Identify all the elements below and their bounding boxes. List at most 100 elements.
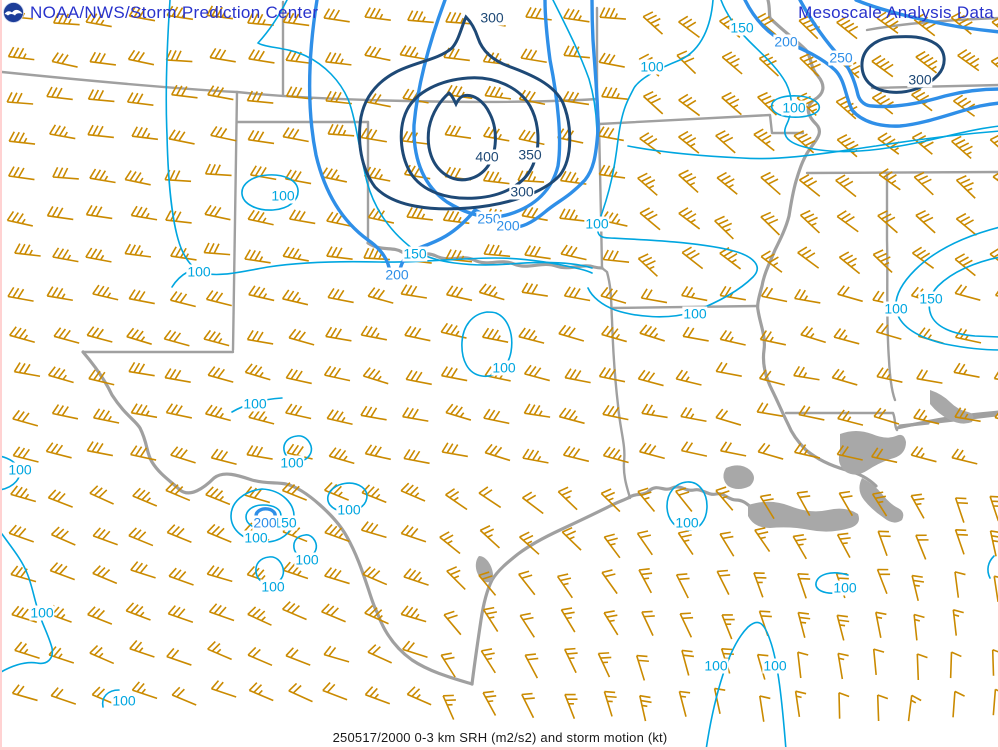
wind-barb	[281, 482, 307, 501]
wind-barb	[326, 409, 353, 426]
wind-barb	[445, 11, 472, 25]
wind-barb	[400, 524, 427, 543]
wind-barb	[563, 8, 590, 23]
wind-barb	[124, 170, 151, 186]
wind-barb	[325, 90, 352, 105]
wind-barb	[521, 282, 548, 297]
wind-barb	[716, 171, 738, 195]
wind-barb	[518, 327, 545, 344]
wind-barb	[715, 361, 742, 377]
wind-barb	[46, 86, 73, 101]
wind-barb	[835, 174, 857, 198]
wind-barb	[285, 86, 313, 100]
wind-barb	[12, 446, 39, 463]
wind-barb	[206, 523, 232, 543]
wind-barb	[323, 645, 350, 663]
wind-barb	[51, 52, 78, 68]
wind-barb	[759, 493, 775, 520]
wind-barb	[51, 404, 79, 420]
wind-barb	[403, 568, 429, 586]
wind-barb	[14, 641, 40, 659]
wind-barb	[603, 690, 617, 717]
wind-barb	[282, 246, 309, 262]
wind-barb	[564, 368, 591, 384]
wind-barb	[11, 684, 38, 702]
wind-barb	[445, 403, 472, 421]
wind-barb	[288, 682, 313, 703]
wind-barb	[50, 687, 77, 705]
wind-barb	[92, 408, 120, 424]
wind-barb	[130, 403, 158, 419]
wind-barb	[719, 441, 747, 457]
wind-barb	[247, 646, 273, 667]
wind-barb	[640, 288, 668, 304]
wind-barb	[14, 243, 41, 257]
wind-barb	[721, 91, 742, 116]
wind-barb	[758, 369, 785, 386]
wind-barb	[797, 651, 809, 679]
wind-barb	[480, 648, 496, 674]
wind-barb	[49, 562, 75, 581]
wind-barb	[403, 448, 430, 465]
wind-barb	[836, 614, 850, 641]
wind-barb	[523, 364, 550, 382]
wind-barb	[92, 284, 119, 301]
wind-barb	[713, 687, 726, 714]
wind-barb	[482, 606, 499, 632]
storm-motion-barbs	[6, 5, 1000, 722]
wind-barb	[127, 49, 155, 66]
wind-barb	[953, 362, 980, 379]
wind-barb	[559, 170, 587, 185]
wind-barb	[49, 124, 76, 140]
wind-barb	[246, 90, 274, 104]
wind-barb	[210, 680, 237, 698]
wind-barb	[168, 129, 195, 145]
wind-barb	[759, 330, 787, 346]
wind-barb	[11, 605, 37, 623]
wind-barb	[285, 403, 312, 420]
wind-barb	[831, 368, 858, 386]
wind-barb	[760, 171, 781, 196]
mesoscale-analysis-data-link[interactable]: Mesoscale Analysis Data	[798, 3, 994, 22]
wind-barb	[954, 497, 968, 523]
wind-barb	[87, 124, 114, 139]
srh-contours-300-400	[358, 14, 946, 211]
wind-barb	[678, 690, 691, 717]
wind-barb	[911, 574, 925, 602]
wind-barb	[164, 169, 192, 183]
wind-barb	[328, 447, 355, 465]
wind-barb	[285, 647, 311, 666]
wind-barb	[678, 207, 701, 230]
wind-barb	[715, 408, 742, 426]
wind-barb	[641, 403, 668, 419]
wind-barb	[873, 407, 900, 425]
wind-barb	[483, 408, 510, 425]
wind-barb	[836, 16, 859, 40]
wind-barb	[321, 603, 346, 623]
wind-barb	[911, 131, 934, 155]
page-title[interactable]: NOAA/NWS/Storm Prediction Center	[30, 2, 319, 22]
wind-barb	[756, 653, 769, 680]
page-edge-left	[0, 0, 2, 750]
wind-barb	[89, 51, 116, 66]
wind-barb	[400, 605, 427, 623]
wind-barb	[836, 445, 863, 461]
wind-barb	[165, 49, 193, 63]
wind-barb	[838, 490, 854, 517]
wind-barb	[871, 54, 894, 78]
wind-barb	[681, 649, 695, 676]
wind-barb	[406, 686, 432, 706]
wind-barb	[362, 566, 388, 586]
wind-barb	[719, 285, 746, 301]
wind-barb	[601, 211, 628, 227]
wind-barb	[128, 289, 155, 305]
wind-barb	[677, 529, 694, 556]
wind-barb	[837, 652, 849, 680]
state-borders	[0, 0, 1000, 500]
wind-barb	[563, 286, 591, 302]
wind-barb	[9, 326, 35, 344]
wind-barb	[602, 446, 629, 464]
wind-barb	[638, 442, 665, 460]
wind-barb	[364, 45, 391, 62]
